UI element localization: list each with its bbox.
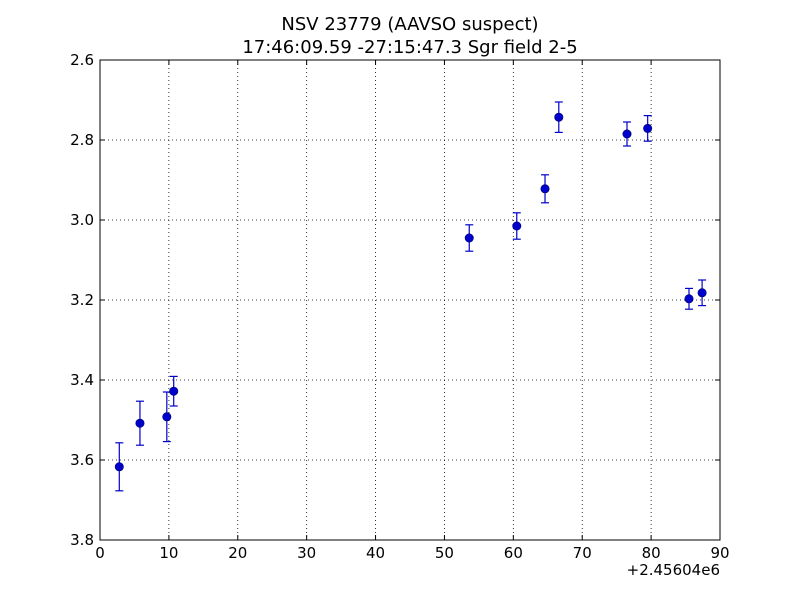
- data-point: [622, 129, 632, 139]
- y-axis-tick-labels: 2.6 2.8 3.0 3.2 3.4 3.6 3.8: [70, 51, 94, 549]
- x-tick-label: 0: [95, 544, 105, 562]
- y-tick-label: 3.6: [70, 451, 94, 469]
- data-point: [540, 184, 550, 194]
- chart-subtitle: 17:46:09.59 -27:15:47.3 Sgr field 2-5: [242, 37, 577, 58]
- data-point: [684, 294, 694, 304]
- grid-lines: [100, 60, 720, 540]
- data-point: [135, 418, 145, 428]
- y-tick-label: 2.8: [70, 131, 94, 149]
- data-point: [697, 288, 707, 298]
- x-axis-offset-label: +2.45604e6: [627, 561, 720, 579]
- x-tick-label: 90: [710, 544, 729, 562]
- x-tick-label: 20: [228, 544, 247, 562]
- data-point: [464, 233, 474, 243]
- data-point: [643, 123, 653, 133]
- x-tick-label: 50: [435, 544, 454, 562]
- y-tick-label: 3.0: [70, 211, 94, 229]
- x-tick-label: 30: [297, 544, 316, 562]
- data-point: [169, 386, 179, 396]
- y-tick-label: 3.8: [70, 531, 94, 549]
- x-tick-label: 80: [642, 544, 661, 562]
- data-points: [114, 112, 707, 472]
- y-tick-label: 3.2: [70, 291, 94, 309]
- data-point: [162, 412, 172, 422]
- x-tick-label: 10: [159, 544, 178, 562]
- y-tick-label: 2.6: [70, 51, 94, 69]
- x-axis-tick-labels: 0 10 20 30 40 50 60 70 80 90: [95, 544, 729, 562]
- x-tick-label: 60: [504, 544, 523, 562]
- x-tick-label: 40: [366, 544, 385, 562]
- x-tick-label: 70: [573, 544, 592, 562]
- data-point: [554, 112, 564, 122]
- data-point: [512, 221, 522, 231]
- axis-ticks: [99, 59, 721, 541]
- chart-title: NSV 23779 (AAVSO suspect): [281, 14, 538, 35]
- data-point: [114, 462, 124, 472]
- y-tick-label: 3.4: [70, 371, 94, 389]
- error-bars: [115, 101, 707, 492]
